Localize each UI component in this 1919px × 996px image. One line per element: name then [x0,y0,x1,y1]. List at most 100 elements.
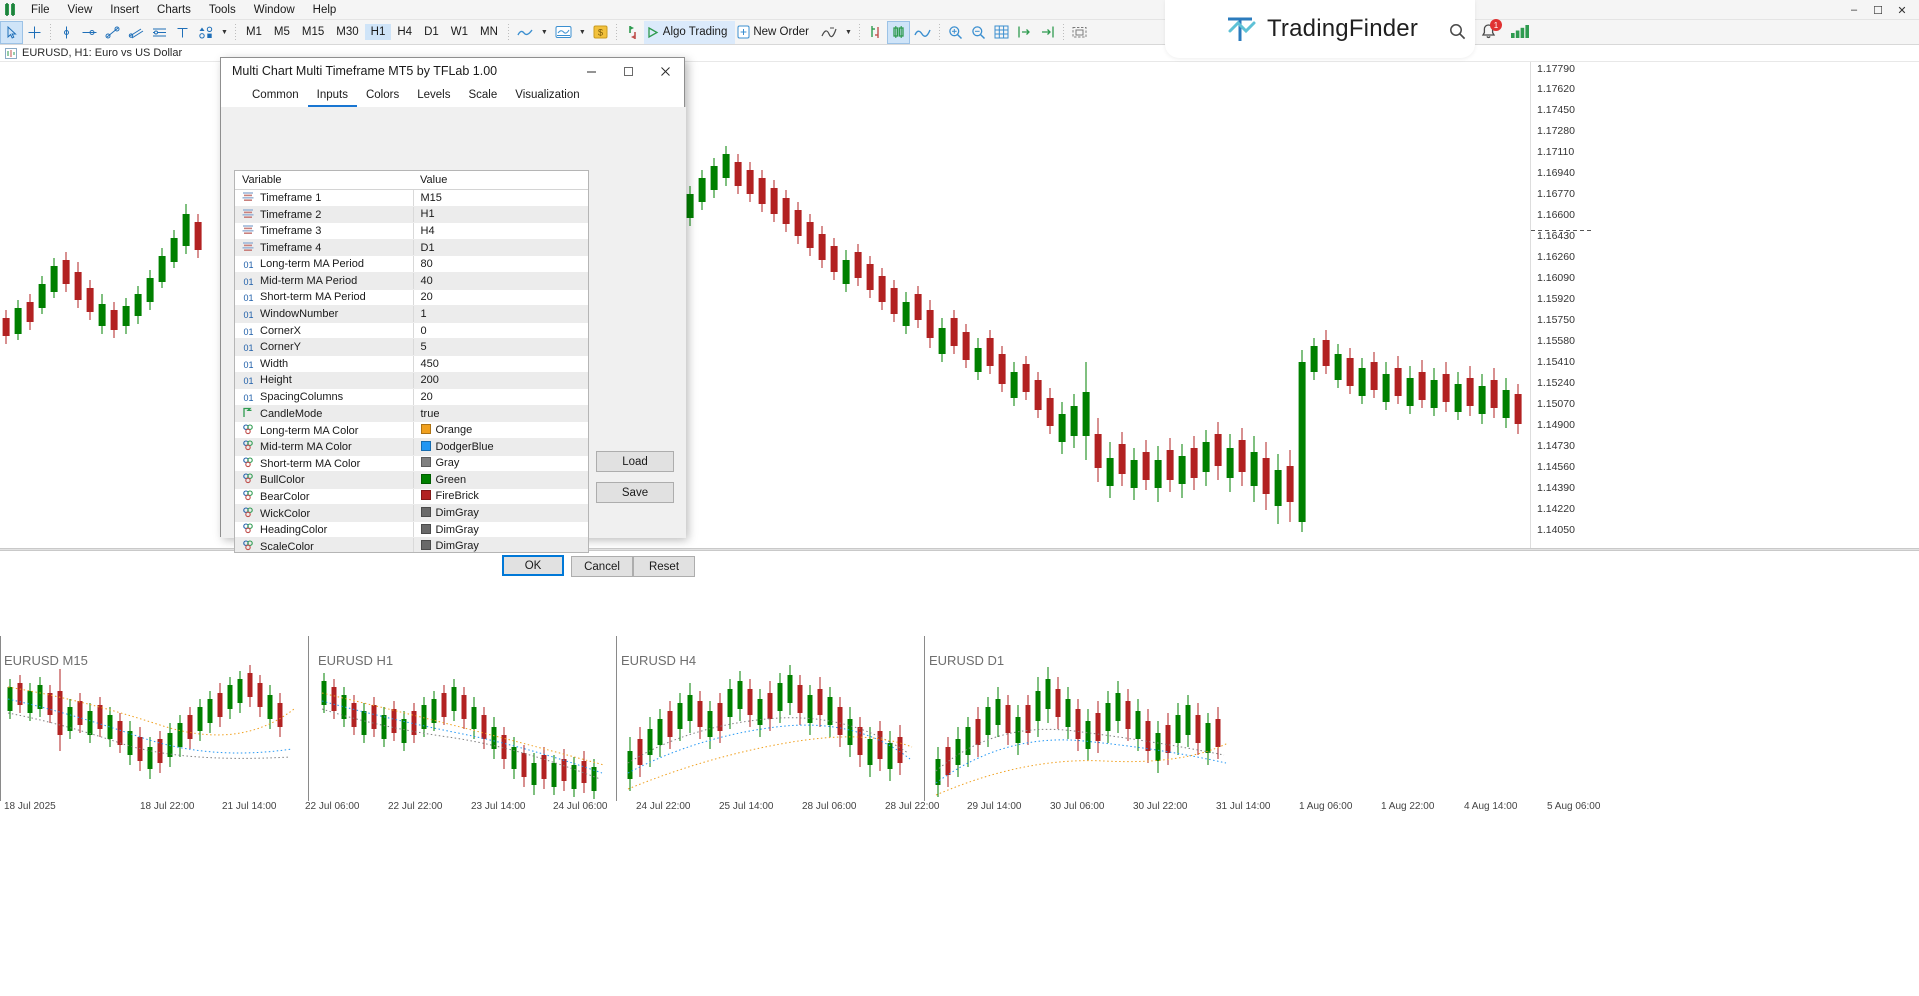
row-value-cell[interactable]: H1 [413,206,588,224]
menu-item-insert[interactable]: Insert [110,3,140,16]
line-chart-icon[interactable] [513,21,538,44]
template-icon[interactable] [551,21,576,44]
dialog-minimize-button[interactable] [573,58,610,84]
menu-item-view[interactable]: View [67,3,93,16]
inputs-table[interactable]: Variable Value Timeframe 1 M15 Timeframe 2… [234,170,589,553]
tab-scale[interactable]: Scale [468,89,498,101]
dialog-maximize-button[interactable] [610,58,647,84]
row-value-cell[interactable]: 20 [413,289,588,307]
row-value-cell[interactable]: 80 [413,255,588,273]
table-row[interactable]: WickColor DimGray [235,504,588,522]
reset-button[interactable]: Reset [633,556,695,577]
menu-item-help[interactable]: Help [312,3,337,16]
row-value-cell[interactable]: FireBrick [413,488,588,506]
mini-chart-h4[interactable]: EURUSD H4 [616,551,923,801]
save-button[interactable]: Save [596,482,674,503]
load-button[interactable]: Load [596,451,674,472]
timeframe-d1[interactable]: D1 [424,26,439,38]
row-value-cell[interactable]: DimGray [413,504,588,522]
table-row[interactable]: BullColor Green [235,471,588,489]
table-row[interactable]: Timeframe 4 D1 [235,239,588,257]
column-header-value[interactable]: Value [413,171,588,190]
indicators-icon[interactable] [817,21,842,44]
tab-common[interactable]: Common [252,89,299,101]
column-header-variable[interactable]: Variable [235,171,413,190]
tab-inputs[interactable]: Inputs [307,89,357,107]
table-row[interactable]: Timeframe 3 H4 [235,222,588,240]
timeframe-w1[interactable]: W1 [450,26,469,38]
table-row[interactable]: Timeframe 2 H1 [235,206,588,224]
fibonacci-icon[interactable] [148,21,171,44]
search-icon[interactable] [1449,23,1466,40]
row-value-cell[interactable]: 40 [413,272,588,290]
objects-icon[interactable] [621,21,644,44]
connection-status-icon[interactable] [1511,24,1533,39]
table-row[interactable]: BearColor FireBrick [235,488,588,506]
horizontal-line-icon[interactable] [78,21,101,44]
table-row[interactable]: 01 WindowNumber 1 [235,305,588,323]
row-value-cell[interactable]: 450 [413,355,588,373]
screenshot-icon[interactable] [1068,21,1091,44]
menu-item-tools[interactable]: Tools [208,3,236,16]
notification-bell-icon[interactable]: 1 [1480,19,1502,40]
tab-levels[interactable]: Levels [417,89,451,101]
mini-chart-m15[interactable]: EURUSD M15 [0,551,307,801]
dollar-icon[interactable]: $ [589,21,612,44]
shapes-dropdown-icon[interactable]: ▼ [221,28,228,36]
text-icon[interactable] [171,21,194,44]
template-dropdown-icon[interactable]: ▼ [578,28,586,36]
indicators-dropdown-icon[interactable]: ▼ [844,28,852,36]
table-row[interactable]: HeadingColor DimGray [235,521,588,539]
line-chart-alt-icon[interactable] [910,21,935,44]
timeframe-m15[interactable]: M15 [301,26,325,38]
channel-icon[interactable] [124,21,148,44]
table-row[interactable]: 01 CornerY 5 [235,338,588,356]
mini-chart-d1[interactable]: EURUSD D1 [924,551,1264,801]
timeframe-h4[interactable]: H4 [397,26,413,38]
indicator-properties-dialog[interactable]: Multi Chart Multi Timeframe MT5 by TFLab… [220,57,695,577]
dialog-title-bar[interactable]: Multi Chart Multi Timeframe MT5 by TFLab… [221,58,684,84]
zoom-in-icon[interactable] [944,21,967,44]
table-row[interactable]: 01 Short-term MA Period 20 [235,289,588,307]
timeframe-m5[interactable]: M5 [273,26,290,38]
chart-shift-icon[interactable] [1013,21,1036,44]
price-scale[interactable]: 1.17790 1.17620 1.17450 1.17280 1.17110 … [1530,62,1919,548]
row-value-cell[interactable]: Gray [413,455,588,473]
row-value-cell[interactable]: Orange [413,421,588,439]
indicator-subwindow[interactable]: EURUSD M15 [0,551,1919,801]
table-row[interactable]: 01 CornerX 0 [235,322,588,340]
timeframe-m30[interactable]: M30 [336,26,359,38]
mini-chart-h1[interactable]: EURUSD H1 [308,551,615,801]
menu-item-window[interactable]: Window [253,3,295,16]
row-value-cell[interactable]: 200 [413,372,588,390]
close-button[interactable]: ✕ [1897,4,1907,17]
table-row[interactable]: 01 Long-term MA Period 80 [235,255,588,273]
table-row[interactable]: 01 SpacingColumns 20 [235,388,588,406]
chart-window-splitter[interactable] [0,548,1919,551]
table-row[interactable]: 01 Height 200 [235,372,588,390]
time-axis[interactable]: 18 Jul 2025 18 Jul 22:00 21 Jul 14:00 22… [0,801,1919,817]
row-value-cell[interactable]: Green [413,471,588,489]
table-row[interactable]: Timeframe 1 M15 [235,189,588,207]
tab-visualization[interactable]: Visualization [515,89,580,101]
timeframe-h1[interactable]: H1 [364,24,392,40]
timeframe-m1[interactable]: M1 [245,26,262,38]
cancel-button[interactable]: Cancel [571,556,633,577]
row-value-cell[interactable]: D1 [413,239,588,257]
row-value-cell[interactable]: 0 [413,322,588,340]
table-row[interactable]: 01 Mid-term MA Period 40 [235,272,588,290]
ok-button[interactable]: OK [502,555,564,576]
timeframe-mn[interactable]: MN [480,26,498,38]
row-value-cell[interactable]: 1 [413,305,588,323]
row-value-cell[interactable]: 5 [413,338,588,356]
row-value-cell[interactable]: 20 [413,388,588,406]
row-value-cell[interactable]: DimGray [413,537,588,552]
shapes-icon[interactable] [194,21,218,44]
grid-icon[interactable] [990,21,1013,44]
row-value-cell[interactable]: DimGray [413,521,588,539]
table-row[interactable]: Short-term MA Color Gray [235,455,588,473]
table-row[interactable]: Mid-term MA Color DodgerBlue [235,438,588,456]
algo-trading-button[interactable]: Algo Trading [643,20,736,44]
table-row[interactable]: 01 Width 450 [235,355,588,373]
vertical-line-icon[interactable] [55,21,78,44]
